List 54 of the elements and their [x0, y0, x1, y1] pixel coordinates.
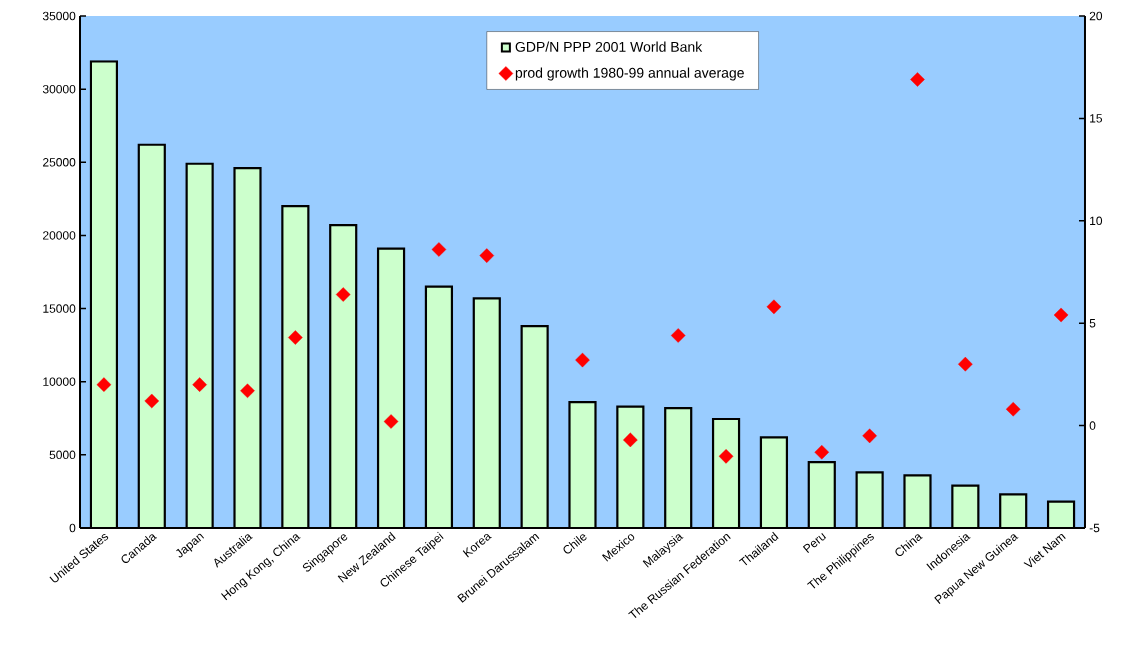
- y-tick-label: 25000: [43, 158, 76, 167]
- x-tick-label: Peru: [802, 533, 827, 554]
- bar: [665, 408, 692, 528]
- bar: [186, 163, 213, 528]
- y-tick-label: 15000: [43, 304, 76, 313]
- point: [766, 299, 782, 315]
- y-tick-label: 0: [69, 523, 76, 533]
- bar: [378, 248, 405, 528]
- y-tick-label: 20000: [43, 231, 76, 240]
- point: [814, 444, 830, 460]
- point: [479, 248, 495, 263]
- bar: [760, 437, 787, 528]
- point: [862, 428, 877, 444]
- point: [1005, 401, 1021, 417]
- point: [623, 432, 638, 448]
- point: [383, 414, 399, 429]
- bar: [473, 298, 500, 528]
- bar: [330, 225, 357, 528]
- point: [958, 356, 973, 372]
- y-tick-label: 35000: [42, 11, 76, 21]
- y2-tick-label: 15: [1090, 114, 1103, 123]
- legend-label: prod growth 1980-99 annual average: [515, 67, 744, 81]
- point: [1053, 307, 1069, 323]
- bar: [617, 406, 644, 528]
- y2-tick-label: 20: [1089, 11, 1103, 21]
- point: [431, 242, 447, 257]
- y2-tick-label: 10: [1090, 216, 1103, 226]
- point: [575, 352, 590, 368]
- y2-tick-label: 5: [1089, 319, 1096, 328]
- point: [240, 383, 255, 399]
- point: [670, 328, 686, 343]
- point: [96, 377, 112, 392]
- point: [718, 449, 734, 464]
- point: [192, 377, 207, 392]
- bar: [282, 206, 309, 528]
- point: [335, 287, 351, 302]
- point: [288, 330, 303, 345]
- bar: [138, 144, 165, 528]
- y-tick-label: 30000: [42, 84, 76, 94]
- x-tick-label: Viet Nam: [1023, 534, 1066, 568]
- point: [144, 393, 160, 409]
- point: [910, 72, 925, 87]
- y2-tick-label: 0: [1089, 421, 1096, 430]
- bar: [808, 462, 835, 528]
- y2-tick-label: -5: [1089, 523, 1100, 533]
- bar: [90, 61, 117, 528]
- bar: [521, 326, 548, 528]
- legend-label: GDP/N PPP 2001 World Bank: [515, 41, 703, 52]
- x-tick-label: Chile: [563, 534, 587, 554]
- bar: [234, 168, 261, 528]
- bar: [425, 286, 452, 528]
- bar: [713, 419, 740, 528]
- y-tick-label: 5000: [49, 450, 76, 460]
- y-tick-label: 10000: [43, 377, 76, 386]
